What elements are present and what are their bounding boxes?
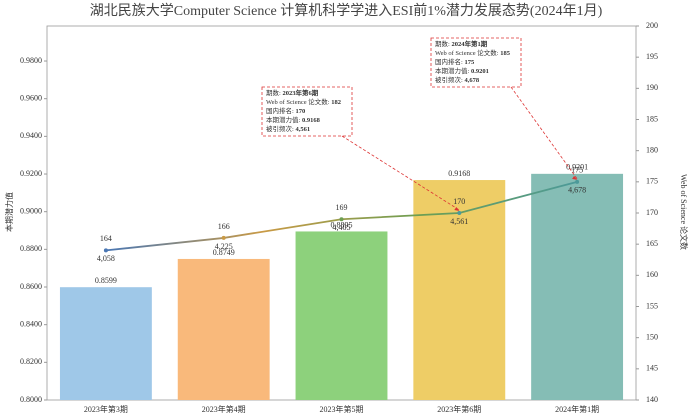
- y2-tick-label: 145: [646, 364, 658, 373]
- y-tick-label: 0.8800: [20, 244, 42, 253]
- line-sub-label: 4,561: [450, 217, 468, 226]
- y-tick-label: 0.8600: [20, 282, 42, 291]
- y-axis-label: 本期潜力值: [4, 192, 14, 232]
- x-tick-label: 2023年第4期: [202, 404, 246, 414]
- y2-axis-label: Web of Science 论文数: [679, 174, 689, 250]
- y2-tick-label: 190: [646, 83, 658, 92]
- bar: [531, 173, 624, 400]
- y2-tick-label: 200: [646, 21, 658, 30]
- x-tick-label: 2023年第3期: [84, 404, 128, 414]
- line-point: [575, 179, 580, 184]
- annotation-value: 185: [500, 50, 511, 57]
- bar: [177, 258, 270, 400]
- y2-tick-label: 175: [646, 177, 658, 186]
- y2-tick-label: 150: [646, 332, 658, 341]
- annotation-line: 期数: 2024年第1期: [435, 39, 488, 48]
- annotation-value: 4,561: [295, 126, 310, 133]
- annotation-key: Web of Science 论文数:: [266, 97, 331, 106]
- y2-tick-label: 165: [646, 239, 658, 248]
- annotation-value: 2024年第1期: [451, 39, 487, 48]
- y2-tick-label: 195: [646, 52, 658, 61]
- y-tick-label: 0.9800: [20, 56, 42, 65]
- bar: [59, 287, 152, 400]
- bar-value-label: 0.8895: [331, 220, 353, 229]
- line-value-label: 170: [453, 197, 465, 206]
- annotation-key: 被引频次:: [435, 75, 464, 84]
- line-sub-label: 4,058: [97, 254, 115, 263]
- annotation-value: 4,678: [464, 77, 479, 84]
- bar-value-label: 0.8749: [213, 248, 235, 257]
- x-tick-label: 2023年第5期: [320, 404, 364, 414]
- x-tick-label: 2024年第1期: [555, 404, 599, 414]
- annotation-key: 本期潜力值:: [266, 115, 302, 124]
- bar-value-label: 0.8599: [95, 276, 117, 285]
- line-point: [221, 235, 226, 240]
- annotation-line: 期数: 2023年第6期: [266, 88, 319, 97]
- y2-tick-label: 170: [646, 208, 658, 217]
- annotation-key: 本期潜力值:: [435, 66, 471, 75]
- line-value-label: 166: [218, 222, 230, 231]
- y2-tick-label: 185: [646, 114, 658, 123]
- line-point: [103, 248, 108, 253]
- line-sub-label: 4,678: [568, 186, 586, 195]
- annotation-value: 170: [295, 108, 305, 115]
- annotation-line: 国内排名: 170: [266, 106, 305, 115]
- bar-value-label: 0.9201: [566, 163, 588, 172]
- y2-tick-label: 140: [646, 395, 658, 404]
- chart-title: 湖北民族大学Computer Science 计算机科学学进入ESI前1%潜力发…: [90, 2, 603, 19]
- arrow-head: [572, 175, 578, 180]
- y-tick-label: 0.8400: [20, 320, 42, 329]
- annotation-key: Web of Science 论文数:: [435, 48, 500, 57]
- line-point: [457, 211, 462, 215]
- annotation-value: 0.9168: [302, 117, 321, 124]
- line-value-label: 164: [100, 234, 112, 243]
- line-sub-label: 4,225: [215, 242, 233, 251]
- y2-tick-label: 155: [646, 301, 658, 310]
- annotation-value: 2023年第6期: [282, 88, 318, 97]
- annotation-key: 国内排名:: [435, 57, 464, 66]
- line-sub-label: 4,405: [333, 223, 351, 232]
- annotation-value: 175: [464, 59, 475, 66]
- annotation-key: 被引频次:: [266, 124, 295, 133]
- annotation-arrow: [341, 135, 460, 211]
- annotation-line: 国内排名: 175: [435, 57, 475, 66]
- arrow-head: [454, 207, 460, 211]
- annotation-line: 本期潜力值: 0.9168: [266, 115, 321, 124]
- annotation-line: Web of Science 论文数: 185: [435, 48, 511, 57]
- annotation-arrow: [510, 86, 578, 180]
- y-tick-label: 0.9000: [20, 207, 42, 216]
- bar: [295, 231, 388, 400]
- annotation-key: 国内排名:: [266, 106, 295, 115]
- annotation-box: [430, 37, 522, 88]
- annotation-key: 期数:: [435, 39, 451, 48]
- y-tick-label: 0.8000: [20, 395, 42, 404]
- line-point: [339, 217, 344, 222]
- annotation-value: 182: [331, 99, 341, 106]
- annotation-value: 0.9201: [471, 68, 489, 75]
- annotation-line: Web of Science 论文数: 182: [266, 97, 341, 106]
- line-value-label: 175: [571, 166, 583, 175]
- y-tick-label: 0.9600: [20, 94, 42, 103]
- y-tick-label: 0.8200: [20, 357, 42, 366]
- line-value-label: 169: [336, 203, 348, 212]
- annotation-box: [261, 86, 353, 137]
- annotation-line: 被引频次: 4,561: [266, 124, 310, 133]
- bar-value-label: 0.9168: [448, 169, 470, 178]
- y-tick-label: 0.9400: [20, 131, 42, 140]
- annotation-line: 被引频次: 4,678: [435, 75, 480, 84]
- y2-tick-label: 180: [646, 145, 658, 154]
- annotation-key: 期数:: [266, 88, 282, 97]
- bar: [413, 180, 506, 400]
- x-tick-label: 2023年第6期: [437, 404, 481, 414]
- y-tick-label: 0.9200: [20, 169, 42, 178]
- annotation-line: 本期潜力值: 0.9201: [435, 66, 489, 75]
- y2-tick-label: 160: [646, 270, 658, 279]
